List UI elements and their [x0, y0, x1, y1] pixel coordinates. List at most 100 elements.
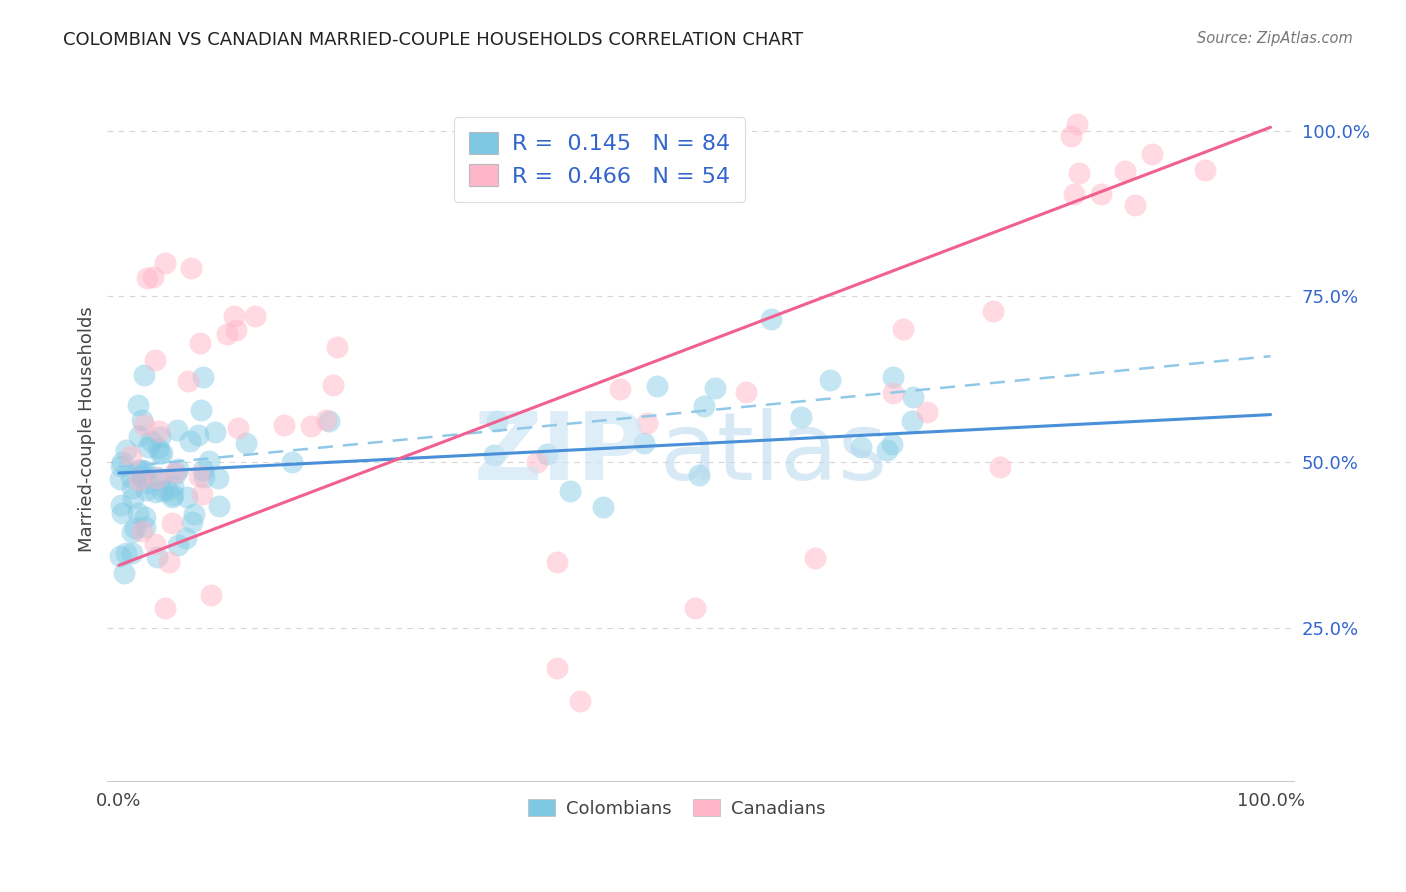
Point — [207, 471, 229, 485]
Point — [558, 483, 581, 498]
Point — [142, 269, 165, 284]
Point — [160, 491, 183, 505]
Point — [121, 481, 143, 495]
Point — [1123, 197, 1146, 211]
Point — [645, 378, 668, 392]
Point — [882, 437, 904, 451]
Point — [111, 455, 134, 469]
Point — [167, 538, 190, 552]
Point — [149, 429, 172, 443]
Point — [153, 601, 176, 615]
Point — [225, 323, 247, 337]
Point — [134, 510, 156, 524]
Point — [165, 466, 187, 480]
Text: atlas: atlas — [659, 408, 887, 500]
Point — [115, 442, 138, 457]
Point — [136, 440, 159, 454]
Point — [188, 335, 211, 350]
Point — [609, 382, 631, 396]
Point — [326, 340, 349, 354]
Point — [131, 471, 153, 485]
Point — [1063, 186, 1085, 201]
Point — [143, 352, 166, 367]
Point — [526, 455, 548, 469]
Point — [915, 404, 938, 418]
Point — [546, 555, 568, 569]
Point — [121, 546, 143, 560]
Point — [110, 498, 132, 512]
Point — [318, 414, 340, 428]
Point — [818, 373, 841, 387]
Point — [132, 368, 155, 382]
Legend: Colombians, Canadians: Colombians, Canadians — [520, 791, 832, 825]
Point — [636, 416, 658, 430]
Point — [120, 449, 142, 463]
Point — [166, 423, 188, 437]
Point — [226, 421, 249, 435]
Point — [162, 487, 184, 501]
Point — [128, 463, 150, 477]
Point — [162, 479, 184, 493]
Point — [146, 471, 169, 485]
Point — [143, 484, 166, 499]
Point — [568, 694, 591, 708]
Point — [110, 458, 132, 473]
Point — [111, 506, 134, 520]
Point — [174, 531, 197, 545]
Point — [299, 419, 322, 434]
Point — [273, 417, 295, 432]
Point — [110, 471, 132, 485]
Point — [688, 468, 710, 483]
Point — [882, 386, 904, 401]
Point — [153, 256, 176, 270]
Text: ZIP: ZIP — [474, 408, 647, 500]
Point — [988, 459, 1011, 474]
Point — [546, 661, 568, 675]
Point — [146, 442, 169, 456]
Point — [735, 384, 758, 399]
Point — [131, 463, 153, 477]
Point — [131, 524, 153, 538]
Point — [108, 549, 131, 564]
Point — [146, 470, 169, 484]
Point — [1114, 164, 1136, 178]
Point — [157, 555, 180, 569]
Point — [179, 434, 201, 448]
Point — [876, 443, 898, 458]
Point — [215, 327, 238, 342]
Point — [204, 425, 226, 439]
Point — [191, 463, 214, 477]
Point — [882, 369, 904, 384]
Point — [131, 468, 153, 483]
Point — [633, 436, 655, 450]
Y-axis label: Married-couple Households: Married-couple Households — [79, 306, 96, 552]
Point — [900, 414, 922, 428]
Point — [1140, 147, 1163, 161]
Point — [198, 454, 221, 468]
Point — [134, 464, 156, 478]
Point — [115, 546, 138, 560]
Point — [703, 381, 725, 395]
Point — [132, 418, 155, 433]
Point — [190, 402, 212, 417]
Text: Source: ZipAtlas.com: Source: ZipAtlas.com — [1197, 31, 1353, 46]
Point — [891, 322, 914, 336]
Point — [200, 588, 222, 602]
Point — [127, 507, 149, 521]
Point — [183, 507, 205, 521]
Point — [127, 398, 149, 412]
Point — [135, 483, 157, 497]
Point — [191, 370, 214, 384]
Point — [1067, 166, 1090, 180]
Point — [150, 483, 173, 498]
Point — [148, 424, 170, 438]
Point — [592, 500, 614, 515]
Point — [1060, 128, 1083, 143]
Point — [1090, 187, 1112, 202]
Point — [187, 428, 209, 442]
Point — [222, 310, 245, 324]
Text: COLOMBIAN VS CANADIAN MARRIED-COUPLE HOUSEHOLDS CORRELATION CHART: COLOMBIAN VS CANADIAN MARRIED-COUPLE HOU… — [63, 31, 803, 49]
Point — [208, 499, 231, 513]
Point — [191, 487, 214, 501]
Point — [176, 490, 198, 504]
